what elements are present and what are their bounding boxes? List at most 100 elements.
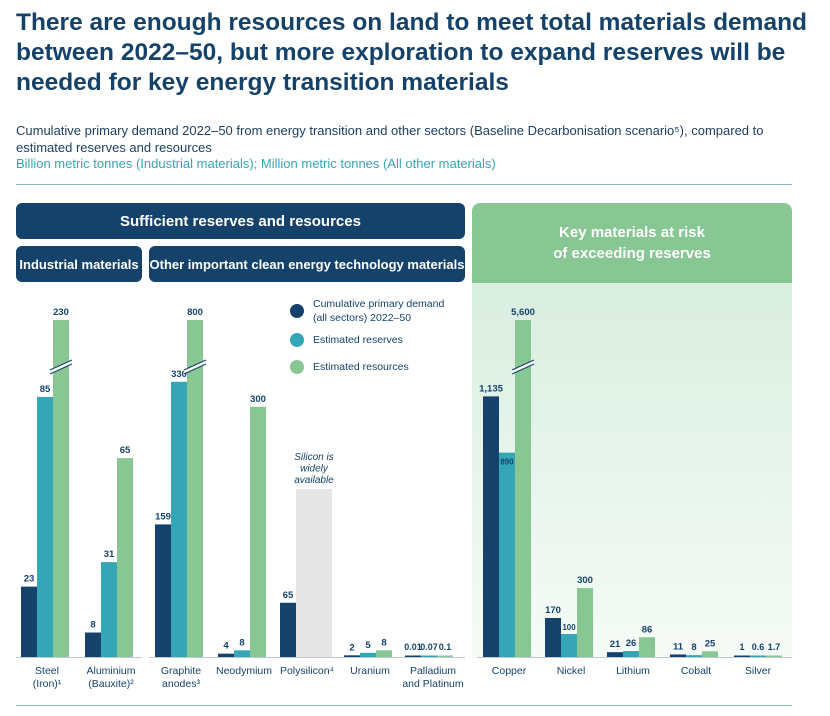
data-label-reserves: 100 xyxy=(562,623,576,632)
header-industrial: Industrial materials xyxy=(16,246,142,282)
data-label-reserves: 5 xyxy=(365,640,371,651)
category-label: Silver xyxy=(745,665,772,677)
bar-demand xyxy=(670,654,686,657)
bar-demand xyxy=(405,655,421,657)
data-label-demand: 1,135 xyxy=(479,383,503,394)
data-label-reserves: 0.6 xyxy=(752,642,765,652)
data-label-demand: 21 xyxy=(610,639,621,650)
category-label: (Bauxite)² xyxy=(88,678,134,690)
category-label: Polysilicon⁴ xyxy=(280,665,334,677)
legend-marker-resources xyxy=(290,360,304,374)
category-label: Aluminium xyxy=(86,665,135,677)
silicon-annotation: widely xyxy=(300,464,329,475)
data-label-demand: 23 xyxy=(24,574,35,585)
bar-reserves xyxy=(171,381,187,657)
chart-units: Billion metric tonnes (Industrial materi… xyxy=(16,156,496,171)
axis-break-gap xyxy=(50,360,72,374)
bar-reserves xyxy=(234,650,250,657)
bar-demand xyxy=(483,396,499,657)
bar-reserves xyxy=(499,452,515,657)
data-label-resources: 8 xyxy=(381,637,386,648)
bar-reserves xyxy=(623,651,639,657)
category-label: Steel xyxy=(35,665,59,677)
bar-demand xyxy=(85,632,101,657)
legend-marker-reserves xyxy=(290,333,304,347)
category-label: Graphite xyxy=(161,665,201,677)
category-label: Palladium xyxy=(410,665,456,677)
header-risk-line1: Key materials at risk xyxy=(559,224,705,241)
bar-demand xyxy=(21,586,37,657)
category-label: Nickel xyxy=(557,665,586,677)
bar-demand xyxy=(545,617,561,657)
bar-reserves xyxy=(101,562,117,657)
data-label-resources: 230 xyxy=(53,307,69,318)
data-label-resources: 300 xyxy=(250,394,266,405)
bar-resources xyxy=(187,320,203,657)
bar-reserves xyxy=(360,652,376,657)
category-label: Lithium xyxy=(616,665,650,677)
category-label: and Platinum xyxy=(402,678,464,690)
data-label-demand: 1 xyxy=(739,642,744,652)
data-label-reserves: 31 xyxy=(104,549,115,560)
bar-reserves xyxy=(686,655,702,657)
data-label-reserves: 85 xyxy=(40,384,51,395)
data-label-demand: 65 xyxy=(283,590,294,601)
data-label-demand: 2 xyxy=(349,642,354,653)
bar-resources xyxy=(53,320,69,657)
category-label: Copper xyxy=(492,665,527,677)
bar-resources xyxy=(702,651,718,657)
axis-break-line xyxy=(49,359,73,371)
axis-break-gap xyxy=(184,360,206,374)
header-sufficient: Sufficient reserves and resources xyxy=(16,203,465,239)
bar-resources xyxy=(437,655,453,657)
category-label: (Iron)¹ xyxy=(33,678,62,690)
bar-resources xyxy=(766,655,782,657)
bar-reserves xyxy=(561,634,577,657)
data-label-reserves: 330 xyxy=(171,369,187,380)
axis-break-line xyxy=(183,363,207,375)
data-label-demand: 4 xyxy=(223,641,229,652)
axis-break-line xyxy=(511,359,535,371)
legend-label: Estimated resources xyxy=(313,361,409,373)
data-label-resources: 65 xyxy=(120,445,131,456)
category-label: Cobalt xyxy=(681,665,711,677)
silicon-annotation: Silicon is xyxy=(294,452,333,463)
silicon-available-box xyxy=(296,489,332,657)
data-label-reserves: 8 xyxy=(239,637,244,648)
bar-resources xyxy=(250,406,266,657)
data-label-resources: 86 xyxy=(642,624,653,635)
silicon-annotation: available xyxy=(294,475,334,486)
data-label-demand: 170 xyxy=(545,605,561,616)
header-risk-line2: of exceeding reserves xyxy=(553,245,711,262)
bar-demand xyxy=(344,655,360,657)
data-label-reserves: 890 xyxy=(500,458,514,467)
data-label-reserves: 26 xyxy=(626,638,637,649)
data-label-resources: 0.1 xyxy=(439,642,452,652)
data-label-resources: 25 xyxy=(705,638,716,649)
bar-demand xyxy=(607,652,623,657)
data-label-reserves: 8 xyxy=(691,642,696,653)
chart-subtitle: Cumulative primary demand 2022–50 from e… xyxy=(16,123,764,155)
legend-label: (all sectors) 2022–50 xyxy=(313,312,411,324)
header-risk: Key materials at risk of exceeding reserv… xyxy=(472,203,792,283)
legend-label: Cumulative primary demand xyxy=(313,298,444,310)
bar-resources xyxy=(515,320,531,657)
header-other-materials: Other important clean energy technology … xyxy=(149,246,465,282)
bar-reserves xyxy=(37,396,53,657)
bar-demand xyxy=(218,653,234,657)
legend-marker-demand xyxy=(290,304,304,318)
bar-resources xyxy=(639,637,655,657)
bar-resources xyxy=(117,458,133,657)
data-label-resources: 800 xyxy=(187,307,203,318)
data-label-demand: 11 xyxy=(673,641,684,652)
category-label: anodes³ xyxy=(162,678,200,690)
axis-break-line xyxy=(511,363,535,375)
category-label: Neodymium xyxy=(216,665,272,677)
axis-break-line xyxy=(183,359,207,371)
bar-demand xyxy=(280,602,296,657)
bar-reserves xyxy=(750,655,766,657)
top-divider xyxy=(16,184,792,185)
axis-break-gap xyxy=(512,360,534,374)
bar-demand xyxy=(155,524,171,657)
